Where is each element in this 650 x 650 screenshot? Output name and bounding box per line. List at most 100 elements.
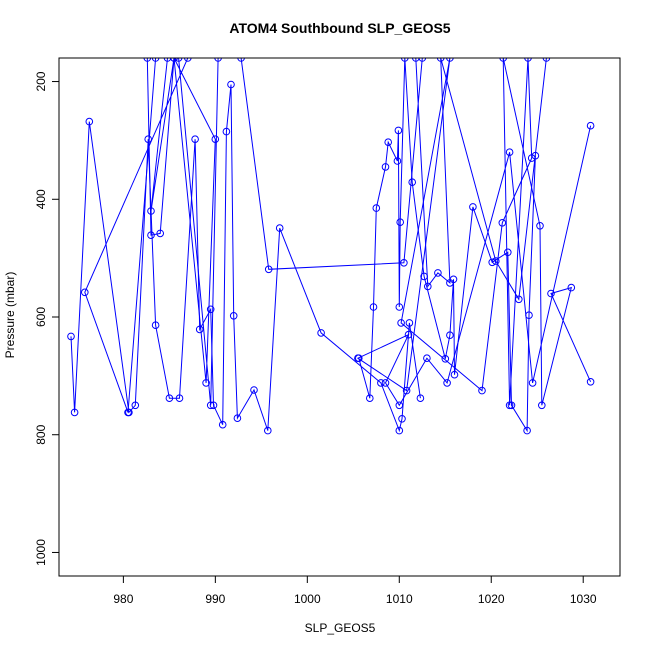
data-point [586, 121, 595, 130]
data-point [395, 426, 404, 435]
data-point [147, 231, 155, 239]
data-point [505, 401, 514, 410]
data-point [131, 401, 140, 410]
data-point [81, 288, 89, 297]
data-point [446, 331, 454, 340]
y-tick-label: 800 [34, 424, 48, 444]
data-point [250, 386, 258, 394]
data-point [424, 282, 432, 291]
data-point [404, 330, 413, 339]
data-point [381, 163, 390, 171]
data-point [227, 80, 235, 89]
data-point [408, 178, 417, 186]
data-point [397, 319, 405, 327]
data-point [527, 154, 536, 162]
chart-title: ATOM4 Southbound SLP_GEOS5 [229, 20, 450, 36]
data-point [195, 325, 204, 334]
data-point [377, 379, 385, 387]
data-point [507, 401, 516, 410]
data-point [70, 408, 79, 417]
data-point [441, 355, 450, 363]
data-point [275, 224, 284, 232]
data-point [206, 401, 215, 410]
data-point [264, 426, 272, 435]
y-tick-label: 600 [34, 307, 48, 327]
data-point [317, 329, 325, 337]
data-point [218, 420, 227, 429]
series-line-3 [84, 58, 547, 413]
data-point [449, 275, 458, 284]
data-point [393, 157, 402, 165]
data-point [536, 222, 544, 230]
x-tick-label: 980 [113, 592, 133, 606]
x-tick-label: 1000 [294, 592, 321, 606]
data-point [469, 203, 477, 211]
plot-frame [58, 57, 621, 577]
data-point [528, 379, 537, 387]
plot-area [67, 58, 595, 435]
x-tick-label: 990 [205, 592, 225, 606]
data-point [402, 386, 411, 395]
data-point [67, 332, 75, 341]
data-point [523, 426, 531, 435]
data-point [206, 305, 215, 314]
y-tick-label: 1000 [34, 539, 48, 566]
data-point [531, 151, 540, 160]
data-point [85, 117, 94, 126]
series-line-1 [356, 58, 592, 407]
data-point [209, 401, 218, 410]
x-tick-label: 1020 [478, 592, 505, 606]
data-point [366, 394, 374, 403]
y-tick-label: 400 [34, 189, 48, 209]
data-point [156, 229, 164, 238]
data-point [538, 401, 546, 410]
data-point [372, 204, 381, 212]
data-point [147, 207, 155, 215]
series-group [67, 58, 595, 435]
data-point [505, 148, 514, 156]
data-point [381, 379, 390, 387]
data-point [144, 135, 152, 143]
data-point [191, 135, 199, 143]
x-tick-label: 1030 [570, 592, 597, 606]
data-point [586, 378, 595, 386]
data-point [420, 272, 428, 281]
data-point [434, 269, 442, 277]
data-point [423, 354, 431, 363]
data-point [450, 370, 459, 379]
data-point [547, 289, 555, 298]
data-point [504, 248, 512, 257]
data-point [233, 414, 242, 423]
data-point [369, 303, 378, 311]
data-point [398, 415, 406, 423]
data-point [395, 401, 404, 410]
x-tick-label: 1010 [386, 592, 413, 606]
data-point [222, 127, 231, 136]
data-point [124, 408, 132, 417]
data-point [567, 283, 576, 292]
data-point [394, 126, 403, 135]
y-tick-label: 200 [34, 71, 48, 91]
data-point [211, 135, 220, 143]
data-point [384, 138, 393, 146]
x-axis-title: SLP_GEOS5 [305, 621, 376, 635]
series-line-4 [358, 58, 536, 433]
data-point [165, 394, 174, 403]
data-point [202, 379, 210, 387]
data-point [229, 312, 238, 320]
data-point [151, 321, 160, 330]
data-point [498, 219, 507, 227]
y-axis-title: Pressure (mbar) [3, 272, 17, 359]
data-point [525, 311, 533, 320]
data-point [355, 354, 363, 363]
data-point [175, 394, 184, 403]
data-point [488, 258, 497, 267]
data-point [478, 386, 486, 395]
data-point [416, 394, 425, 403]
data-point [400, 259, 408, 267]
data-point [492, 257, 500, 265]
data-point [264, 265, 273, 274]
data-point [396, 218, 405, 226]
